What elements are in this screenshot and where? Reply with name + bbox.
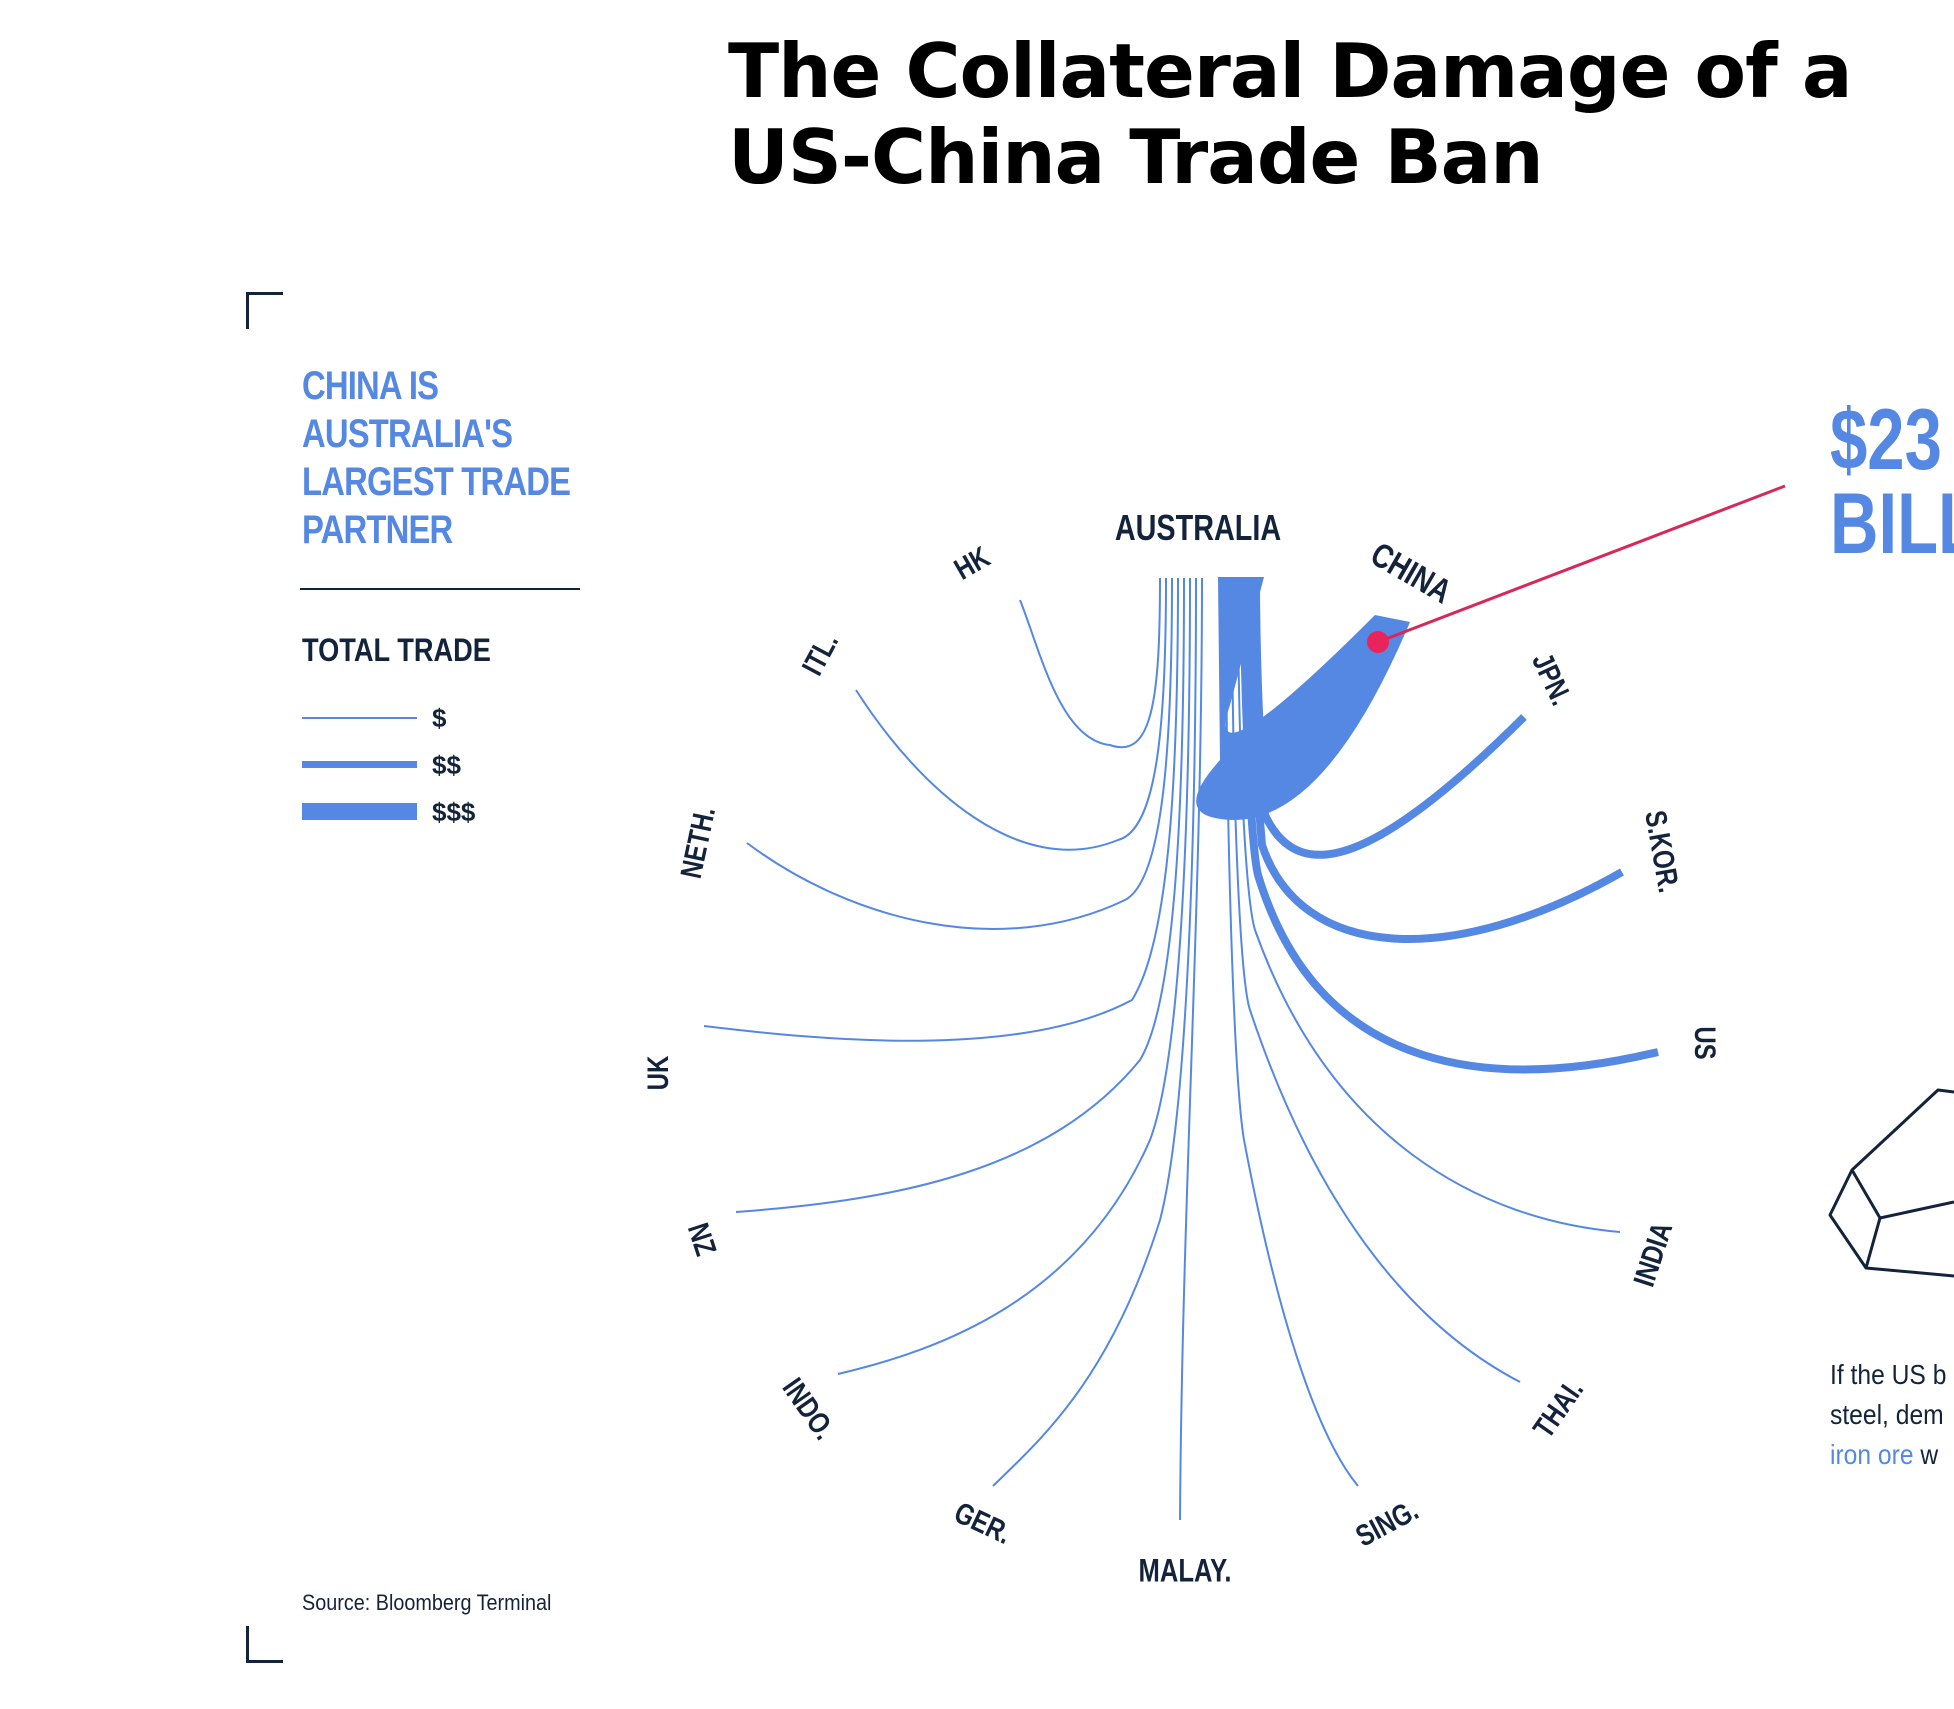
origin-label: AUSTRALIA xyxy=(1115,507,1281,548)
divider xyxy=(300,588,580,590)
title-line-2: US-China Trade Ban xyxy=(728,113,1544,201)
note-line-2: steel, dem xyxy=(1830,1399,1944,1430)
legend-title: TOTAL TRADE xyxy=(302,632,491,668)
partner-label-neth: NETH. xyxy=(673,804,721,882)
flow-neth xyxy=(746,577,1173,930)
partner-label-china: CHINA xyxy=(1364,534,1458,611)
flow-us xyxy=(1240,577,1659,1074)
flow-uk xyxy=(703,577,1179,1042)
flow-jpn xyxy=(1252,577,1527,859)
legend-swatch-medium xyxy=(302,761,417,768)
legend-label-high: $$$ xyxy=(432,797,476,827)
callout-line-2: BILL xyxy=(1830,476,1954,572)
note-line-3-rest: w xyxy=(1913,1439,1939,1470)
callout-line xyxy=(1377,484,1786,644)
title-line-1: The Collateral Damage of a xyxy=(728,27,1852,115)
partner-label-skor: S.KOR. xyxy=(1638,808,1686,895)
flow-lines xyxy=(703,577,1659,1521)
corner-mark-top xyxy=(246,292,283,329)
partner-label-indo: INDO. xyxy=(776,1371,842,1445)
note-line-1: If the US b xyxy=(1830,1359,1947,1390)
callout-value: $23 BILL xyxy=(1830,392,1954,572)
legend-swatch-low xyxy=(302,717,417,719)
flow-thai xyxy=(1231,577,1521,1383)
flow-nz xyxy=(735,577,1185,1213)
iron-ore-note: If the US b steel, dem iron ore w xyxy=(1830,1355,1946,1475)
subhead: CHINA IS AUSTRALIA'S LARGEST TRADE PARTN… xyxy=(302,362,571,554)
flow-itl xyxy=(855,577,1167,851)
partner-label-uk: UK xyxy=(640,1055,674,1090)
iron-ore-icon xyxy=(1828,1088,1954,1278)
flow-malay xyxy=(1179,577,1203,1521)
corner-mark-bottom xyxy=(246,1626,283,1663)
subhead-line-3: LARGEST TRADE xyxy=(302,460,571,504)
callout-line-1: $23 xyxy=(1830,392,1942,488)
flow-skor xyxy=(1246,577,1624,943)
partner-label-us: US xyxy=(1688,1026,1722,1059)
legend-label-low: $ xyxy=(432,703,447,733)
flow-sing xyxy=(1225,577,1359,1487)
flow-hk xyxy=(1019,577,1161,749)
callout-dot xyxy=(1367,631,1389,653)
flow-ger xyxy=(992,577,1197,1487)
legend-label-medium: $$ xyxy=(432,750,461,780)
partner-label-hk: HK xyxy=(948,539,995,586)
partner-label-india: INDIA xyxy=(1626,1218,1679,1291)
flow-india xyxy=(1237,577,1621,1233)
source-note: Source: Bloomberg Terminal xyxy=(302,1590,552,1615)
partner-label-thai: THAI. xyxy=(1526,1373,1590,1444)
legend-swatch-high xyxy=(302,803,417,820)
subhead-line-1: CHINA IS xyxy=(302,364,439,408)
subhead-line-4: PARTNER xyxy=(302,508,453,552)
partner-label-jpn: JPN. xyxy=(1526,648,1580,711)
flow-indo xyxy=(837,577,1191,1375)
page-title: The Collateral Damage of a US-China Trad… xyxy=(728,28,1928,200)
note-highlight: iron ore xyxy=(1830,1439,1914,1470)
note-line-3: iron ore w xyxy=(1830,1435,1946,1475)
subhead-line-2: AUSTRALIA'S xyxy=(302,412,513,456)
partner-label-nz: NZ xyxy=(681,1219,723,1260)
partner-label-ger: GER. xyxy=(949,1495,1017,1551)
partner-label-sing: SING. xyxy=(1350,1492,1424,1553)
partner-label-malay: MALAY. xyxy=(1139,1554,1232,1589)
partner-label-itl: ITL. xyxy=(795,627,845,681)
